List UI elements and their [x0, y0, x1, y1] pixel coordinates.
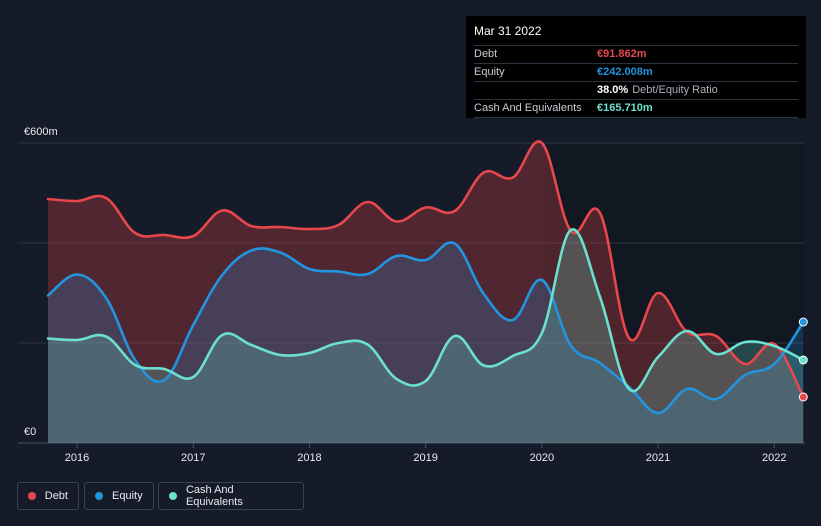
legend-item-cash[interactable]: Cash And Equivalents: [158, 482, 304, 510]
legend-cash-label: Cash And Equivalents: [185, 484, 243, 508]
x-tick-label: 2019: [413, 452, 437, 464]
debt-end-marker: [798, 392, 808, 402]
legend-debt-label: Debt: [44, 490, 68, 502]
tooltip-cash-value: €165.710m: [597, 102, 653, 114]
legend-item-debt[interactable]: Debt: [17, 482, 79, 510]
tooltip-row-equity: Equity €242.008m: [474, 63, 798, 81]
legend-equity-label: Equity: [112, 490, 143, 502]
equity-area: [48, 242, 804, 443]
tooltip-cash-label: Cash And Equivalents: [474, 102, 582, 114]
tooltip-debt-value: €91.862m: [597, 48, 647, 60]
tooltip-panel: Mar 31 2022 Debt €91.862m Equity €242.00…: [466, 16, 806, 118]
tooltip-equity-label: Equity: [474, 66, 505, 78]
cash-area: [48, 229, 804, 443]
cash-end-marker: [798, 355, 808, 365]
equity-end-marker: [798, 317, 808, 327]
cash-dot-icon: [169, 492, 177, 500]
y-tick-label: €600m: [24, 126, 58, 138]
debt-line: [46, 140, 805, 399]
plot-shade-region: [545, 143, 805, 443]
tooltip-ratio-value: 38.0%: [597, 84, 629, 96]
y-tick-label: €0: [24, 426, 36, 438]
tooltip-row-debt: Debt €91.862m: [474, 45, 798, 63]
x-tick-label: 2020: [530, 452, 554, 464]
x-tick-label: 2017: [181, 452, 205, 464]
legend-item-equity[interactable]: Equity: [84, 482, 154, 510]
x-tick-label: 2022: [762, 452, 786, 464]
x-tick-label: 2021: [646, 452, 670, 464]
x-tick-label: 2018: [297, 452, 321, 464]
tooltip-ratio-label: Debt/Equity Ratio: [632, 84, 718, 96]
debt-dot-icon: [28, 492, 36, 500]
x-tick-label: 2016: [65, 452, 89, 464]
equity-dot-icon: [95, 492, 103, 500]
tooltip-row-cash: Cash And Equivalents €165.710m: [474, 99, 798, 117]
tooltip-debt-label: Debt: [474, 48, 498, 60]
cash-line: [46, 228, 805, 393]
tooltip-equity-value: €242.008m: [597, 66, 653, 78]
tooltip-row-ratio: 38.0% Debt/Equity Ratio: [474, 81, 798, 99]
tooltip-date: Mar 31 2022: [474, 24, 542, 38]
